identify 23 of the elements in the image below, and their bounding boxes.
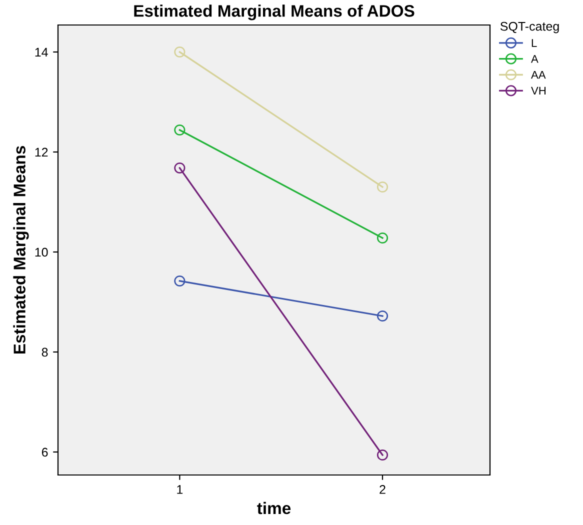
legend-label: AA [531, 71, 546, 79]
point [376, 449, 388, 461]
point [174, 46, 186, 58]
x-axis-title: time [257, 502, 291, 514]
legend-label: A [531, 55, 538, 63]
legend-title: SQT-categ [500, 22, 559, 34]
point [376, 232, 388, 244]
point [376, 181, 388, 193]
chart-title: Estimated Marginal Means of ADOS [134, 4, 414, 20]
legend-label: VH [531, 86, 546, 95]
y-axis-title: Estimated Marginal Means [13, 146, 29, 354]
y-tick-label: 10 [35, 248, 48, 257]
legend-label: L [532, 39, 537, 47]
y-tick-label: 6 [42, 448, 48, 457]
point [174, 162, 186, 174]
x-tick-label: 1 [177, 485, 183, 494]
point [174, 124, 186, 136]
y-tick-label: 12 [35, 148, 48, 157]
point [174, 275, 186, 287]
x-tick-label: 2 [380, 485, 386, 494]
y-tick-label: 14 [35, 48, 48, 57]
point [376, 310, 388, 322]
y-tick-label: 8 [42, 348, 48, 357]
